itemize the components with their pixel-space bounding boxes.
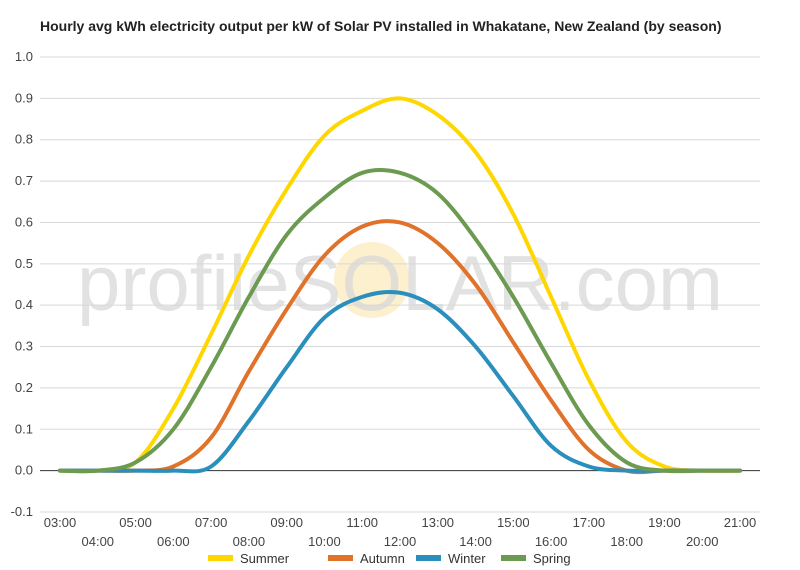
x-tick-label: 15:00 [497,515,530,530]
x-tick-label: 05:00 [119,515,152,530]
watermark: profileSOLAR.com [77,239,723,327]
legend-label-spring: Spring [533,551,571,566]
legend-swatch-autumn [328,555,353,561]
series-line-winter [58,289,742,474]
legend: Summer Autumn Winter Spring [208,551,571,566]
x-tick-label: 21:00 [724,515,757,530]
legend-swatch-summer [208,555,233,561]
x-tick-label: 11:00 [346,515,378,530]
y-tick-label: 0.7 [15,173,33,188]
legend-label-autumn: Autumn [360,551,405,566]
y-tick-label: 0.0 [15,463,33,478]
legend-swatch-spring [501,555,526,561]
x-tick-label: 20:00 [686,534,719,549]
x-tick-label: 17:00 [573,515,606,530]
legend-label-summer: Summer [240,551,290,566]
chart-title: Hourly avg kWh electricity output per kW… [40,18,722,34]
y-tick-label: 0.1 [15,421,33,436]
y-tick-label: 0.5 [15,256,33,271]
x-tick-label: 07:00 [195,515,228,530]
series-line-summer [58,96,742,474]
y-tick-label: 0.8 [15,132,33,147]
x-tick-label: 10:00 [308,534,341,549]
x-tick-label: 12:00 [384,534,417,549]
y-tick-label: 0.4 [15,297,33,312]
y-tick-label: 0.9 [15,90,33,105]
x-tick-label: 13:00 [422,515,455,530]
y-tick-label: 1.0 [15,49,33,64]
watermark-text: profileSOLAR.com [77,239,723,327]
x-tick-label: 04:00 [82,534,115,549]
y-tick-label: 0.6 [15,214,33,229]
x-tick-label: 06:00 [157,534,190,549]
x-tick-label: 09:00 [270,515,303,530]
x-tick-label: 14:00 [459,534,492,549]
y-tick-label: 0.3 [15,339,33,354]
legend-swatch-winter [416,555,441,561]
x-tick-label: 08:00 [233,534,266,549]
y-tick-label: 0.2 [15,380,33,395]
x-tick-label: 03:00 [44,515,77,530]
x-tick-label: 16:00 [535,534,568,549]
legend-label-winter: Winter [448,551,486,566]
x-tick-label: 19:00 [648,515,681,530]
series-line-spring [58,167,742,474]
y-tick-label: -0.1 [11,504,33,519]
x-tick-label: 18:00 [610,534,643,549]
